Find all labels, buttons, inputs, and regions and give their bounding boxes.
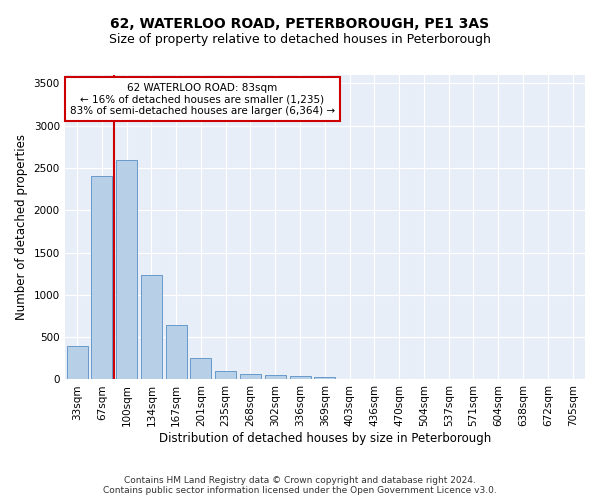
Bar	[141, 274, 162, 380]
Bar	[265, 375, 286, 380]
Bar	[91, 176, 112, 380]
Text: 62 WATERLOO ROAD: 83sqm
← 16% of detached houses are smaller (1,235)
83% of semi: 62 WATERLOO ROAD: 83sqm ← 16% of detache…	[70, 82, 335, 116]
Bar	[290, 376, 311, 380]
Text: Size of property relative to detached houses in Peterborough: Size of property relative to detached ho…	[109, 32, 491, 46]
X-axis label: Distribution of detached houses by size in Peterborough: Distribution of detached houses by size …	[159, 432, 491, 445]
Bar	[314, 377, 335, 380]
Bar	[190, 358, 211, 380]
Bar	[67, 346, 88, 380]
Bar	[116, 160, 137, 380]
Y-axis label: Number of detached properties: Number of detached properties	[15, 134, 28, 320]
Bar	[240, 374, 261, 380]
Text: Contains HM Land Registry data © Crown copyright and database right 2024.
Contai: Contains HM Land Registry data © Crown c…	[103, 476, 497, 495]
Bar	[215, 372, 236, 380]
Text: 62, WATERLOO ROAD, PETERBOROUGH, PE1 3AS: 62, WATERLOO ROAD, PETERBOROUGH, PE1 3AS	[110, 18, 490, 32]
Bar	[166, 326, 187, 380]
